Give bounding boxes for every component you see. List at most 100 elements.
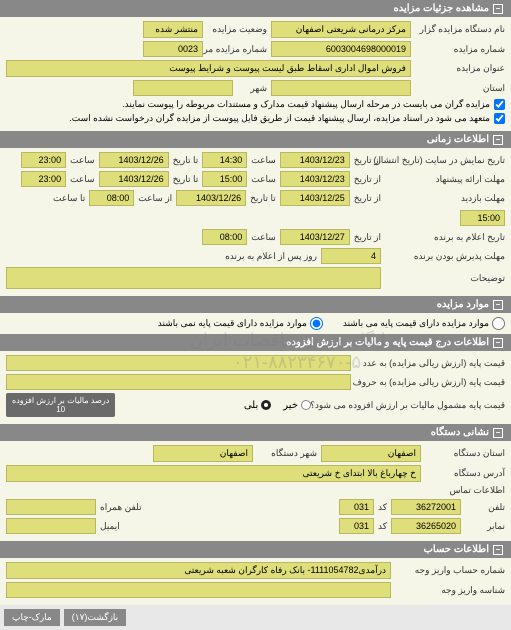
- accept-suffix: روز پس از اعلام به برنده: [225, 251, 317, 262]
- radio-with-base-input[interactable]: [492, 317, 505, 330]
- check2-checkbox[interactable]: [494, 113, 505, 124]
- section-header-address[interactable]: − نشانی دستگاه: [0, 424, 511, 441]
- number-value: 6003004698000019: [271, 41, 411, 57]
- section-header-account[interactable]: − اطلاعات حساب: [0, 541, 511, 558]
- province-label: استان: [415, 83, 505, 94]
- collapse-icon: −: [493, 135, 503, 145]
- radio-dot-icon: [261, 400, 271, 410]
- email-value: [6, 518, 96, 534]
- display-to-time[interactable]: 23:00: [21, 152, 66, 168]
- back-button[interactable]: بازگشت(۱۷): [64, 609, 126, 626]
- section-title: اطلاعات زمانی: [427, 134, 489, 145]
- footer: بازگشت(۱۷) مارک-چاپ: [0, 605, 511, 630]
- deposit-num-value: درآمدی1111054782- بانک رفاه کارگران شعبه…: [6, 562, 391, 579]
- addr-value: خ چهارباغ بالا ابتدای خ شریعتی: [6, 465, 421, 482]
- section-body-price: قیمت پایه (ارزش ریالی مزایده) به عدد قیم…: [0, 351, 511, 424]
- mobile-value: [6, 499, 96, 515]
- visit-from-date[interactable]: 1403/12/25: [280, 190, 350, 206]
- check1-checkbox[interactable]: [494, 99, 505, 110]
- offer-from-date[interactable]: 1403/12/23: [280, 171, 350, 187]
- radio-with-base[interactable]: موارد مزایده دارای قیمت پایه می باشند: [343, 317, 505, 330]
- phone-label: تلفن: [465, 502, 505, 513]
- from-label: از تاریخ: [354, 193, 381, 204]
- ref-value: 0023: [143, 41, 203, 57]
- base-num-value[interactable]: [6, 355, 351, 371]
- check2-label: متعهد می شود در اسناد مزایده، ارسال پیشن…: [69, 113, 490, 124]
- city-value: [133, 80, 233, 96]
- to-label: تا تاریخ: [250, 193, 276, 204]
- fax-label: نمابر: [465, 521, 505, 532]
- radio-without-base[interactable]: موارد مزایده دارای قیمت پایه نمی باشند: [158, 317, 323, 330]
- hour-label: ساعت: [70, 155, 95, 166]
- notes-value[interactable]: [6, 267, 381, 289]
- collapse-icon: −: [493, 545, 503, 555]
- display-from-time[interactable]: 14:30: [202, 152, 247, 168]
- announce-time[interactable]: 08:00: [202, 229, 247, 245]
- hour-label: ساعت: [251, 155, 276, 166]
- addr-city-value: اصفهان: [153, 445, 253, 462]
- code-label: کد: [378, 502, 387, 513]
- subject-label: عنوان مزایده: [415, 63, 505, 74]
- subject-value: فروش اموال اداری اسقاط طبق لیست پیوست و …: [6, 60, 411, 77]
- announce-label: تاریخ اعلام به برنده: [385, 232, 505, 243]
- province-value: [271, 80, 411, 96]
- display-label: تاریخ نمایش در سایت (تاریخ انتشار): [385, 155, 505, 166]
- collapse-icon: −: [493, 428, 503, 438]
- org-label: نام دستگاه مزایده گزار: [415, 24, 505, 35]
- visit-from-time[interactable]: 08:00: [89, 190, 134, 206]
- section-header-items[interactable]: − موارد مزایده: [0, 296, 511, 313]
- to-label: تا تاریخ: [173, 155, 199, 166]
- offer-to-date[interactable]: 1403/12/26: [99, 171, 169, 187]
- hour-label: ساعت: [251, 232, 276, 243]
- to-label: تا تاریخ: [173, 174, 199, 185]
- status-value: منتشر شده: [143, 21, 203, 38]
- fax-code-label: کد: [378, 521, 387, 532]
- from-label: از تاریخ: [354, 155, 381, 166]
- vat-yes-radio[interactable]: بلی: [244, 400, 271, 411]
- hour-label: ساعت: [70, 174, 95, 185]
- section-title: نشانی دستگاه: [431, 427, 489, 438]
- check2-row: متعهد می شود در اسناد مزایده، ارسال پیشن…: [6, 113, 505, 124]
- code-value: 031: [339, 499, 374, 515]
- fax-code-value: 031: [339, 518, 374, 534]
- accept-value[interactable]: 4: [321, 248, 381, 264]
- email-label: ایمیل: [100, 521, 120, 532]
- section-header-timing[interactable]: − اطلاعات زمانی: [0, 131, 511, 148]
- vat-no-radio[interactable]: خیر: [283, 400, 311, 411]
- base-num-label: قیمت پایه (ارزش ریالی مزایده) به عدد: [355, 358, 505, 369]
- offer-to-time[interactable]: 23:00: [21, 171, 66, 187]
- section-header-price[interactable]: − اطلاعات درج قیمت پایه و مالیات بر ارزش…: [0, 334, 511, 351]
- addr-city-label: شهر دستگاه: [257, 448, 317, 459]
- base-text-value[interactable]: [6, 374, 351, 390]
- section-header-details[interactable]: − مشاهده جزئیات مزایده: [0, 0, 511, 17]
- page-container: پایگاه خبری مناقصات ایران ۰۲۱-۸۸۲۳۴۶۷۰-۵…: [0, 0, 511, 630]
- radio-without-base-input[interactable]: [310, 317, 323, 330]
- status-label: وضعیت مزایده: [207, 24, 267, 35]
- display-from-date[interactable]: 1403/12/23: [280, 152, 350, 168]
- city-label: شهر: [237, 83, 267, 94]
- vat-box: درصد مالیات بر ارزش افزوده 10: [6, 393, 115, 417]
- notes-label: توضیحات: [385, 273, 505, 284]
- tohour-label: تا ساعت: [53, 193, 85, 204]
- display-to-date[interactable]: 1403/12/26: [99, 152, 169, 168]
- accept-label: مهلت پذیرش بودن برنده: [385, 251, 505, 262]
- contact-label: اطلاعات تماس: [425, 485, 505, 496]
- collapse-icon: −: [493, 4, 503, 14]
- ref-label: شماره مزایده مرجع: [207, 44, 267, 55]
- section-title: اطلاعات درج قیمت پایه و مالیات بر ارزش ا…: [286, 337, 489, 348]
- vat-question: قیمت پایه مشمول مالیات بر ارزش افزوده می…: [315, 400, 505, 411]
- mobile-label: تلفن همراه: [100, 502, 142, 513]
- section-title: موارد مزایده: [437, 299, 489, 310]
- deposit-id-label: شناسه واریز وجه: [395, 585, 505, 596]
- addr-province-label: استان دستگاه: [425, 448, 505, 459]
- section-title: اطلاعات حساب: [424, 544, 489, 555]
- visit-to-time[interactable]: 15:00: [460, 210, 505, 226]
- print-button[interactable]: مارک-چاپ: [4, 609, 60, 626]
- deposit-num-label: شماره حساب واریز وجه: [395, 565, 505, 576]
- offer-from-time[interactable]: 15:00: [202, 171, 247, 187]
- visit-to-date[interactable]: 1403/12/26: [176, 190, 246, 206]
- deposit-id-value: [6, 582, 391, 598]
- addr-label: آدرس دستگاه: [425, 468, 505, 479]
- section-body-items: موارد مزایده دارای قیمت پایه می باشند مو…: [0, 313, 511, 334]
- announce-date[interactable]: 1403/12/27: [280, 229, 350, 245]
